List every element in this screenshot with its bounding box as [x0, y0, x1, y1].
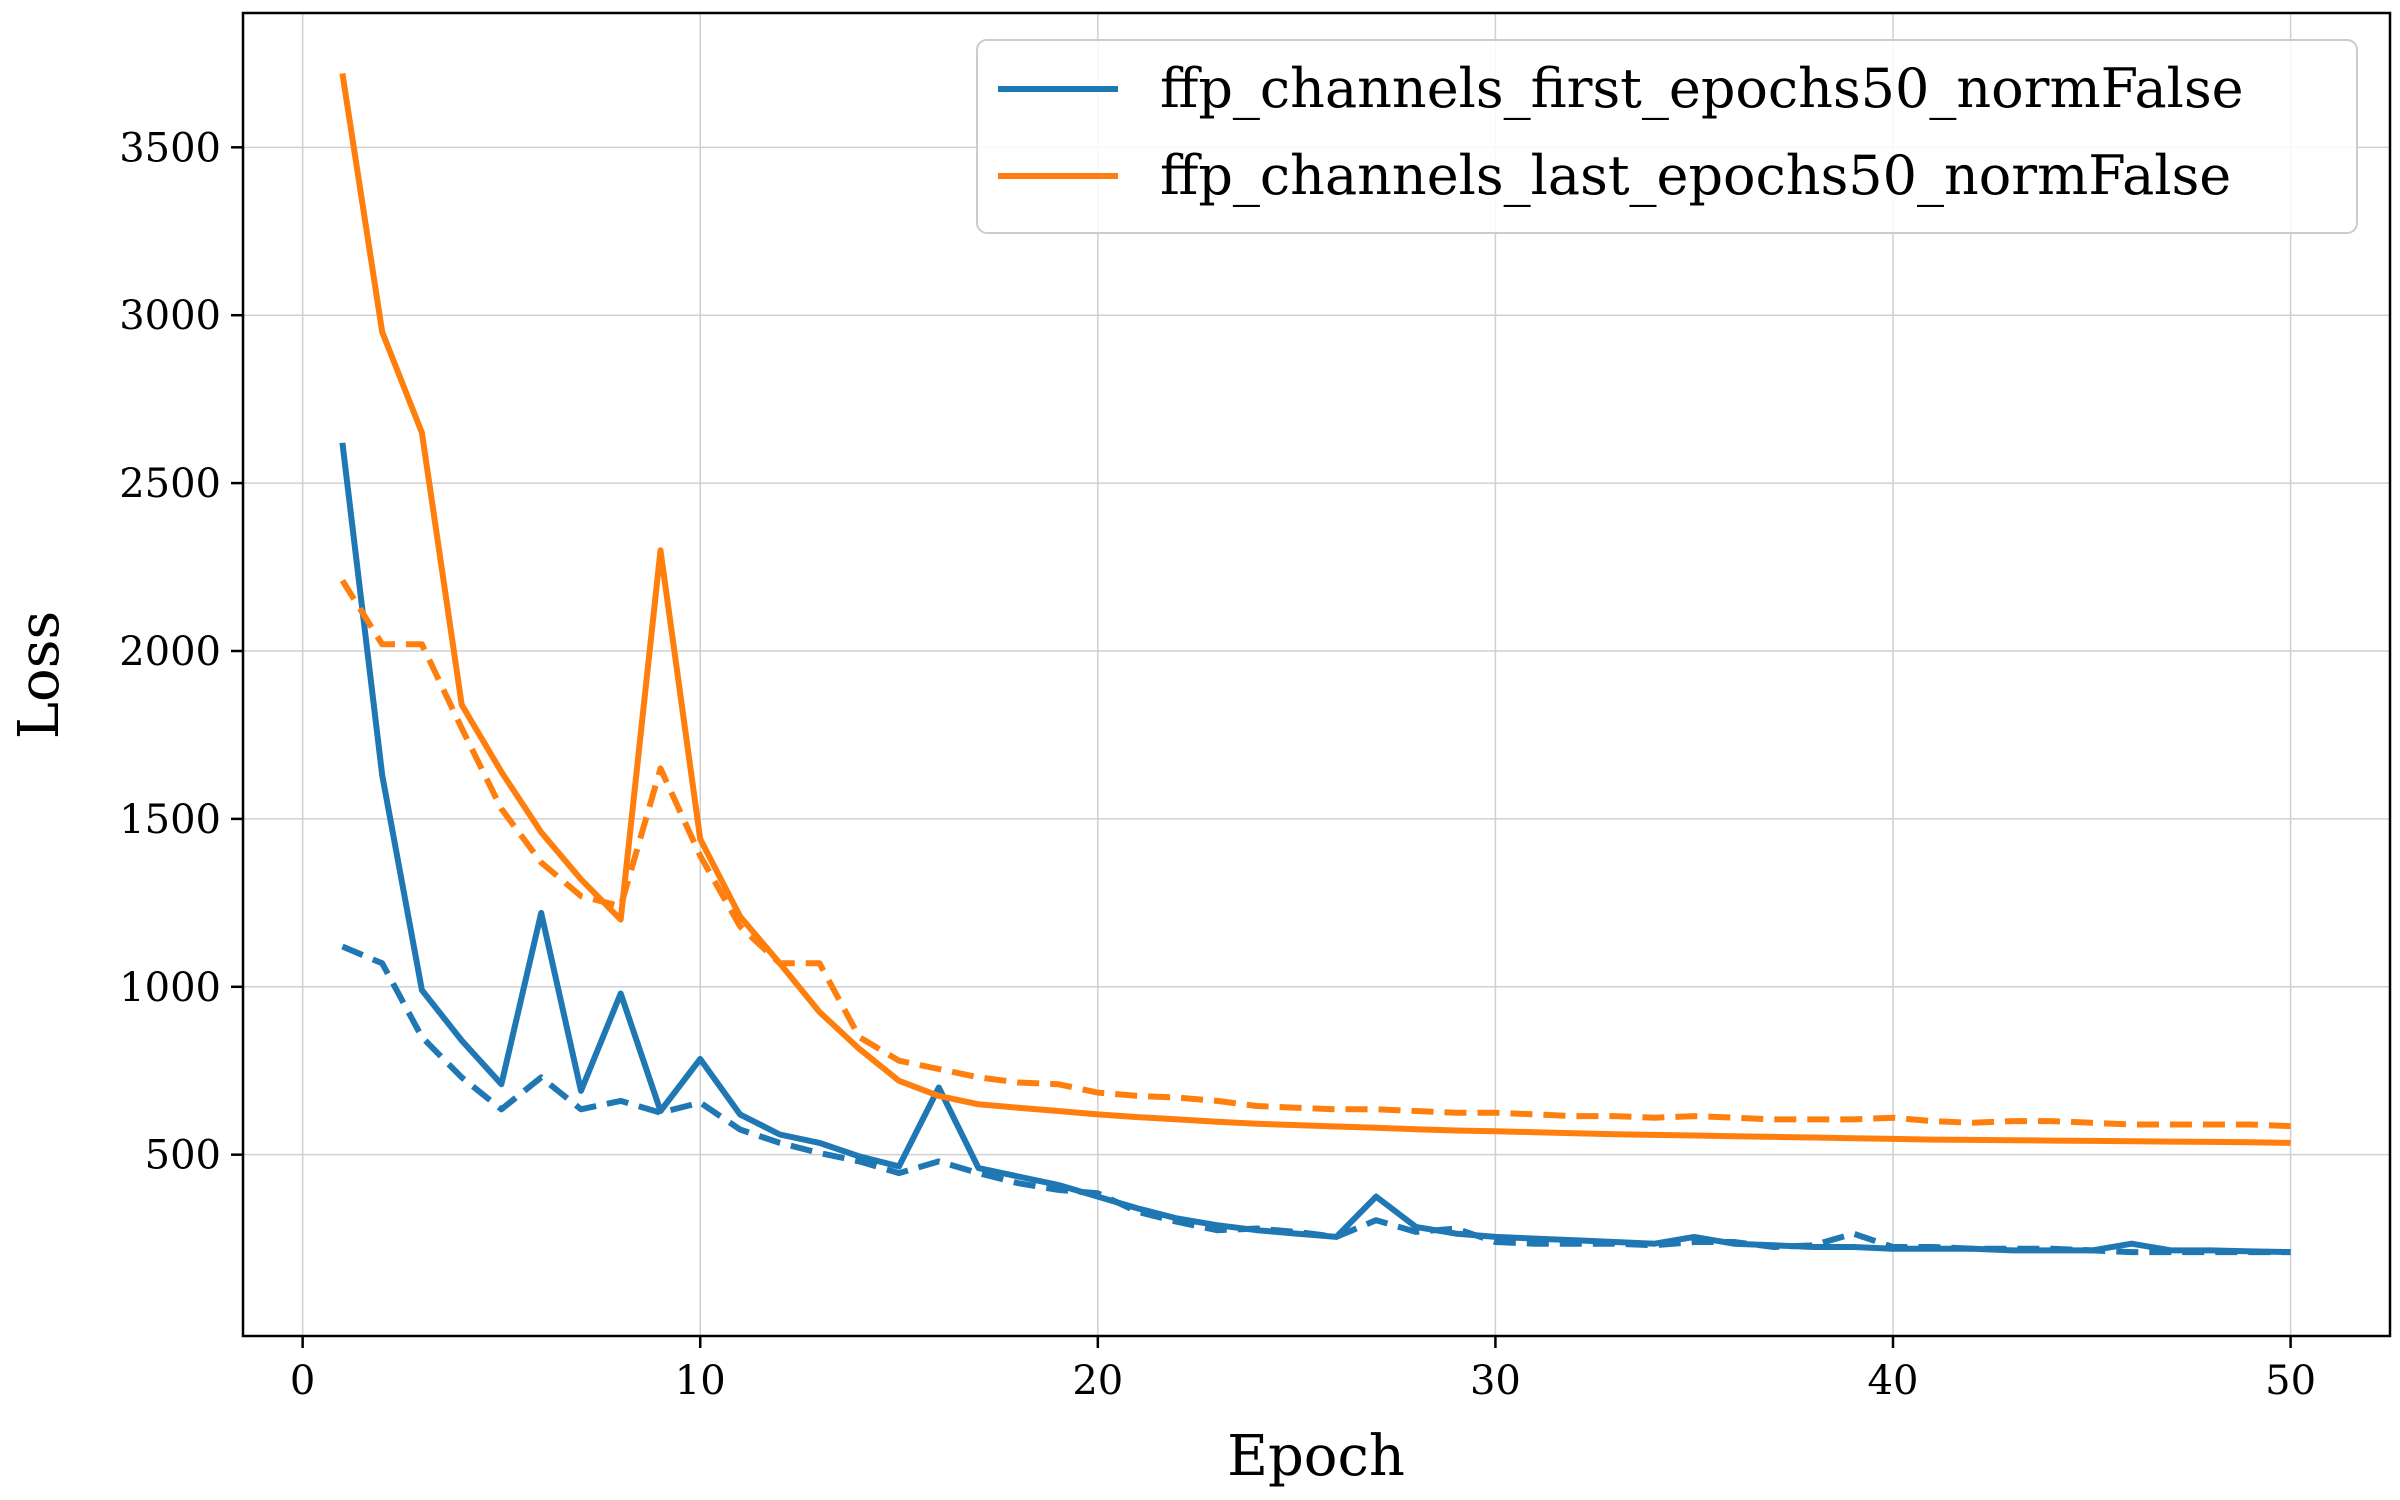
series-last-dashed-line [339, 578, 2291, 1130]
y-tick-label: 2500 [119, 461, 221, 507]
plot-frame [241, 11, 2392, 1338]
x-tick-label: 30 [1470, 1358, 1521, 1404]
y-axis-title: Loss [7, 611, 72, 739]
axis-ticks: 0 10 20 30 40 50 500 1000 1500 2000 2500 3000 3500 [119, 125, 2316, 1404]
x-tick-label: 50 [2265, 1358, 2316, 1404]
y-tick-label: 3500 [119, 125, 221, 171]
x-axis-title: Epoch [1227, 1424, 1405, 1489]
x-tick-label: 0 [290, 1358, 315, 1404]
y-tick-label: 1500 [119, 797, 221, 843]
y-tick-label: 2000 [119, 629, 221, 675]
legend-box [976, 39, 2358, 234]
legend-label-last: ffp_channels_last_epochs50_normFalse [1160, 144, 2231, 207]
series-last-solid-line [339, 72, 2291, 1146]
x-tick-label: 40 [1868, 1358, 1919, 1404]
x-tick-label: 20 [1072, 1358, 1123, 1404]
legend: ffp_channels_first_epochs50_normFalse ff… [976, 39, 2358, 234]
series-first-solid-line [339, 442, 2291, 1256]
plot-series [339, 72, 2291, 1256]
y-tick-label: 1000 [119, 965, 221, 1011]
x-tick-label: 10 [675, 1358, 726, 1404]
y-tick-label: 500 [145, 1133, 221, 1179]
legend-label-first: ffp_channels_first_epochs50_normFalse [1160, 57, 2244, 120]
y-tick-label: 3000 [119, 293, 221, 339]
